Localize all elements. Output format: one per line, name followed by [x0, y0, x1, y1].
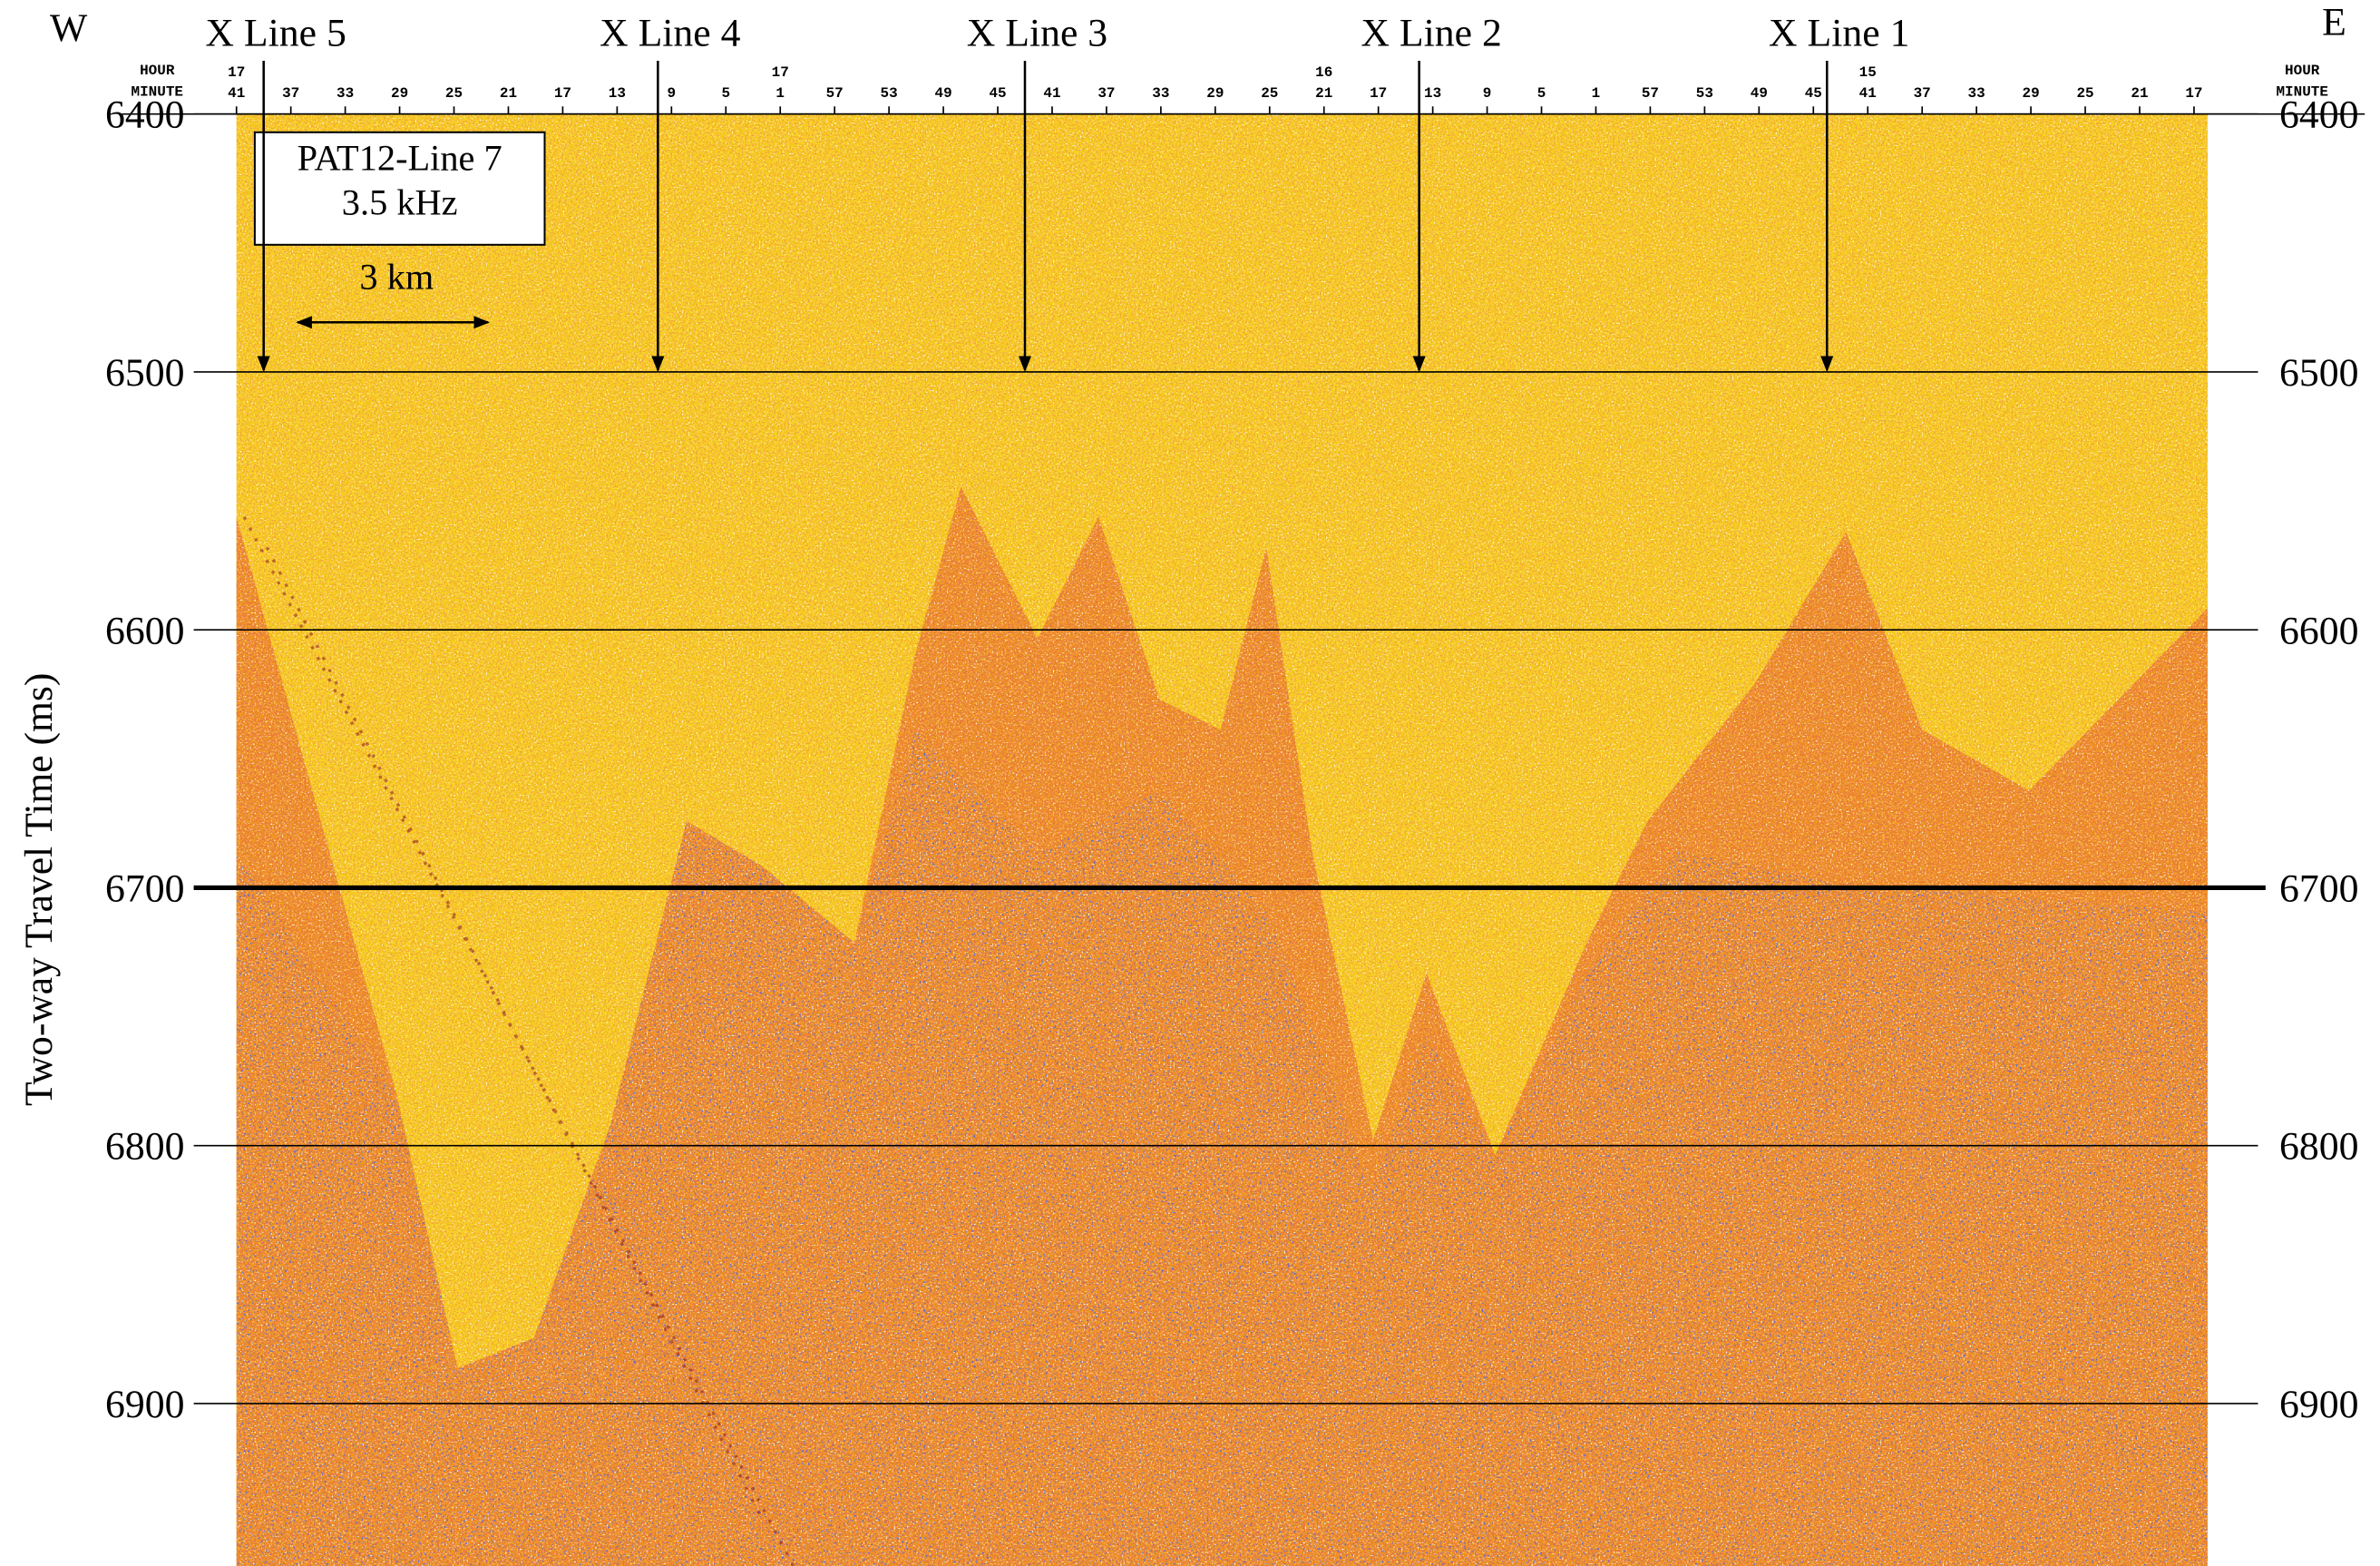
x-tick-label: 41 — [1859, 85, 1877, 102]
box-line: PAT12-Line 7 — [298, 138, 502, 179]
x-tick-label: 21 — [2131, 85, 2148, 102]
x-hour-label: 15 — [1859, 64, 1877, 81]
arrow-label: X Line 4 — [600, 11, 741, 54]
x-tick-label: 9 — [668, 85, 677, 102]
x-tick-label: 5 — [1537, 85, 1546, 102]
east-label: E — [2322, 1, 2346, 44]
x-tick-label: 17 — [554, 85, 571, 102]
x-hour-label: 17 — [772, 64, 789, 81]
y-axis-label: Two-way Travel Time (ms) — [17, 673, 61, 1106]
x-tick-label: 29 — [1206, 85, 1224, 102]
x-axis-name: HOUR — [140, 63, 175, 79]
arrow-label: X Line 1 — [1769, 11, 1909, 54]
x-tick-label: 29 — [391, 85, 408, 102]
x-hour-label: 16 — [1315, 64, 1332, 81]
x-tick-label: 45 — [989, 85, 1006, 102]
x-axis-name: MINUTE — [2276, 84, 2327, 101]
scale-bar-label: 3 km — [359, 256, 434, 297]
x-tick-label: 57 — [1642, 85, 1659, 102]
y-tick-label: 6800 — [2279, 1125, 2358, 1169]
x-tick-label: 49 — [934, 85, 951, 102]
x-tick-label: 41 — [1043, 85, 1060, 102]
x-tick-label: 41 — [228, 85, 245, 102]
x-tick-label: 17 — [1370, 85, 1387, 102]
x-tick-label: 9 — [1483, 85, 1492, 102]
x-tick-label: 37 — [1914, 85, 1931, 102]
y-tick-label: 6400 — [105, 93, 184, 137]
x-tick-label: 17 — [2185, 85, 2202, 102]
box-line: 3.5 kHz — [342, 181, 458, 222]
y-tick-label: 6800 — [105, 1125, 184, 1169]
x-tick-label: 49 — [1751, 85, 1768, 102]
y-tick-label: 6700 — [2279, 867, 2358, 911]
y-tick-label: 6900 — [105, 1383, 184, 1426]
west-label: W — [50, 6, 88, 50]
y-tick-label: 6500 — [2279, 351, 2358, 395]
x-hour-label: 17 — [228, 64, 245, 81]
x-tick-label: 57 — [826, 85, 844, 102]
arrow-label: X Line 3 — [967, 11, 1107, 54]
y-tick-label: 6900 — [2279, 1383, 2358, 1426]
x-tick-label: 37 — [282, 85, 299, 102]
arrow-label: X Line 5 — [205, 11, 346, 54]
y-tick-label: 6700 — [105, 867, 184, 911]
x-tick-label: 1 — [775, 85, 785, 102]
y-tick-label: 6400 — [2279, 93, 2358, 137]
x-tick-label: 29 — [2023, 85, 2040, 102]
x-tick-label: 1 — [1592, 85, 1601, 102]
arrow-label: X Line 2 — [1361, 11, 1501, 54]
x-tick-label: 13 — [1424, 85, 1441, 102]
x-tick-label: 53 — [1696, 85, 1713, 102]
x-tick-label: 25 — [445, 85, 463, 102]
y-tick-label: 6600 — [2279, 609, 2358, 652]
x-tick-label: 25 — [2076, 85, 2093, 102]
x-tick-label: 37 — [1097, 85, 1115, 102]
x-tick-label: 5 — [721, 85, 730, 102]
x-tick-label: 21 — [500, 85, 517, 102]
x-tick-label: 21 — [1315, 85, 1332, 102]
seismic-image — [236, 113, 2208, 1566]
x-tick-label: 13 — [609, 85, 626, 102]
x-axis-name: HOUR — [2285, 63, 2320, 79]
y-tick-label: 6500 — [105, 351, 184, 395]
x-tick-label: 33 — [1152, 85, 1169, 102]
x-tick-label: 45 — [1805, 85, 1822, 102]
y-tick-label: 6600 — [105, 609, 184, 652]
x-tick-label: 25 — [1261, 85, 1278, 102]
x-axis-name: MINUTE — [132, 84, 183, 101]
x-tick-label: 33 — [1968, 85, 1985, 102]
x-tick-label: 33 — [337, 85, 354, 102]
label-box — [253, 131, 546, 246]
x-tick-label: 53 — [881, 85, 898, 102]
